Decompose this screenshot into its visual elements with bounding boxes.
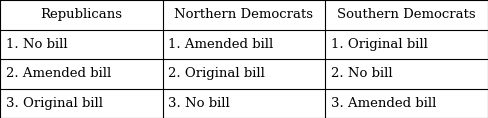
- Text: 1. Amended bill: 1. Amended bill: [168, 38, 274, 51]
- Text: 2. Amended bill: 2. Amended bill: [6, 67, 111, 80]
- Text: 2. No bill: 2. No bill: [331, 67, 392, 80]
- Text: 2. Original bill: 2. Original bill: [168, 67, 265, 80]
- Text: 3. Original bill: 3. Original bill: [6, 97, 103, 110]
- Text: 3. Amended bill: 3. Amended bill: [331, 97, 436, 110]
- Text: Northern Democrats: Northern Democrats: [174, 8, 313, 21]
- Text: 1. No bill: 1. No bill: [6, 38, 67, 51]
- Text: Southern Democrats: Southern Democrats: [337, 8, 476, 21]
- Text: Republicans: Republicans: [40, 8, 122, 21]
- Text: 3. No bill: 3. No bill: [168, 97, 230, 110]
- Text: 1. Original bill: 1. Original bill: [331, 38, 428, 51]
